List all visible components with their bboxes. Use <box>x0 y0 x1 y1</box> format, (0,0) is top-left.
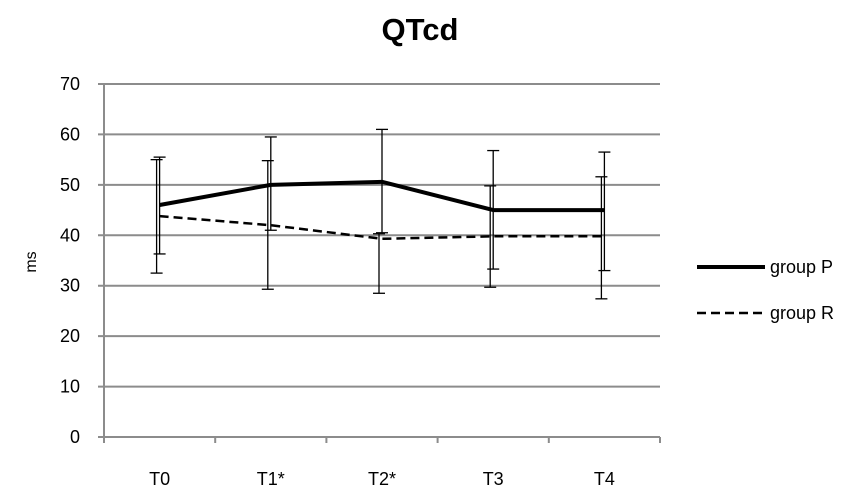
legend-label: group R <box>770 303 834 323</box>
y-tick-label: 40 <box>60 225 80 245</box>
x-tick-label: T3 <box>483 469 504 489</box>
x-tick-label: T4 <box>594 469 615 489</box>
y-tick-label: 10 <box>60 377 80 397</box>
series-line-group-r <box>159 214 605 241</box>
x-tick-label: T1* <box>257 469 285 489</box>
x-tick-label: T2* <box>368 469 396 489</box>
chart-title: QTcd <box>382 12 459 47</box>
y-tick-label: 70 <box>60 74 80 94</box>
legend: group P group R <box>697 257 834 323</box>
legend-label: group P <box>770 257 833 277</box>
error-bars <box>150 128 611 300</box>
x-tick-label: T0 <box>149 469 170 489</box>
error-bar <box>261 160 274 290</box>
y-tick-label: 20 <box>60 326 80 346</box>
error-bar <box>153 156 166 255</box>
x-tick-labels: T0 T1* T2* T3 T4 <box>149 469 615 489</box>
y-axis-label: ms <box>23 251 40 272</box>
error-bar <box>373 233 385 294</box>
y-tick-label: 60 <box>60 124 80 144</box>
y-tick-label: 0 <box>70 427 80 447</box>
y-tick-label: 50 <box>60 175 80 195</box>
y-tick-labels: 0 10 20 30 40 50 60 70 <box>60 74 80 447</box>
series-line-group-p <box>159 179 605 213</box>
y-tick-label: 30 <box>60 276 80 296</box>
error-bar <box>150 158 163 274</box>
error-bar <box>484 185 497 288</box>
error-bar <box>595 176 608 300</box>
series-lines <box>159 179 605 241</box>
